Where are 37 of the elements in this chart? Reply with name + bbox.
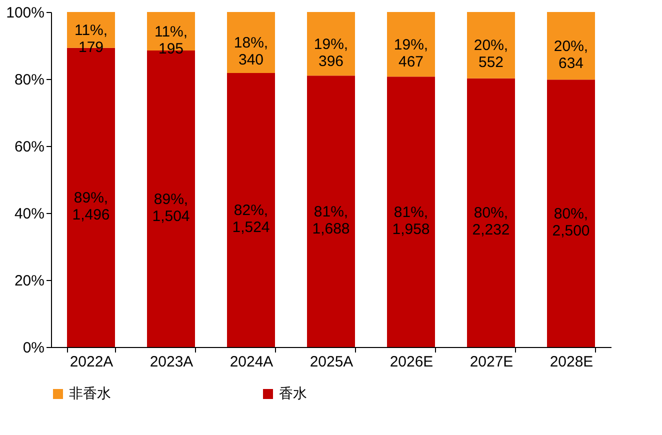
data-label: 19%, 396	[314, 36, 348, 70]
bar	[227, 12, 275, 73]
bar	[547, 80, 595, 347]
x-tick-label: 2024A	[230, 354, 274, 370]
x-tick-label: 2025A	[310, 354, 354, 370]
y-tick-label: 0%	[22, 340, 44, 356]
legend-label: 香水	[279, 385, 307, 401]
x-tick-label: 2027E	[470, 354, 514, 370]
data-label: 80%, 2,500	[552, 205, 590, 240]
x-tick-label: 2023A	[150, 354, 194, 370]
bar	[467, 12, 515, 78]
bar	[227, 72, 275, 347]
y-tick-label: 60%	[14, 138, 44, 156]
data-label: 18%, 340	[234, 34, 268, 68]
data-label: 80%, 2,232	[472, 204, 510, 239]
x-tick-label: 2026E	[390, 354, 434, 370]
data-label: 19%, 467	[394, 36, 428, 70]
bar	[307, 12, 355, 76]
data-label: 20%, 634	[554, 38, 588, 72]
data-label: 89%, 1,504	[152, 190, 190, 225]
x-tick-label: 2028E	[550, 354, 594, 370]
data-label: 20%, 552	[474, 37, 508, 72]
x-tick-label: 2022A	[70, 354, 114, 370]
data-label: 81%, 1,688	[312, 203, 350, 238]
data-label: 82%, 1,524	[232, 202, 270, 236]
data-label: 89%, 1,496	[72, 189, 110, 224]
y-tick-label: 80%	[14, 72, 44, 88]
y-tick-label: 40%	[14, 206, 44, 222]
bar	[387, 12, 435, 77]
bar	[387, 76, 435, 347]
legend-label: 非香水	[69, 385, 111, 401]
bar	[307, 76, 355, 347]
y-tick-label: 100%	[6, 4, 44, 22]
y-tick-label: 20%	[14, 272, 44, 290]
bar	[547, 12, 595, 80]
data-label: 81%, 1,958	[392, 204, 430, 238]
bar	[467, 78, 515, 347]
